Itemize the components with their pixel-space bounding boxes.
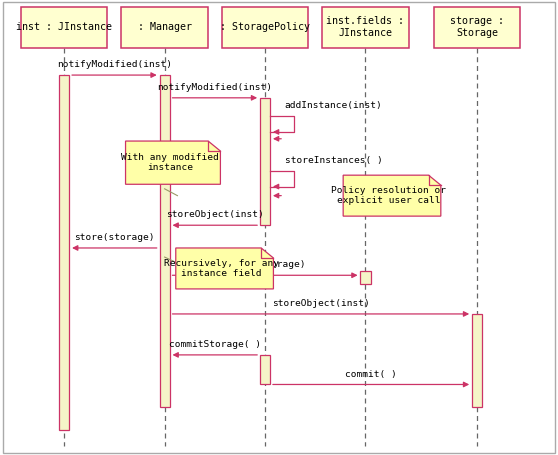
- Text: storeObject(inst): storeObject(inst): [166, 210, 264, 219]
- Bar: [160, 75, 170, 407]
- Text: storeObject(inst): storeObject(inst): [272, 299, 370, 308]
- Bar: [59, 75, 69, 430]
- Bar: [472, 314, 482, 407]
- Text: notifyModified(inst): notifyModified(inst): [157, 83, 272, 92]
- Bar: [222, 7, 308, 48]
- Text: store(storage): store(storage): [225, 260, 305, 269]
- Polygon shape: [126, 141, 220, 184]
- Bar: [434, 7, 521, 48]
- Text: With any modified
instance: With any modified instance: [121, 153, 219, 172]
- Bar: [121, 7, 208, 48]
- Text: storage :
Storage: storage : Storage: [450, 16, 504, 38]
- Text: storeInstances( ): storeInstances( ): [285, 156, 382, 165]
- Text: : StoragePolicy: : StoragePolicy: [220, 22, 310, 32]
- Text: Policy resolution or
explicit user call: Policy resolution or explicit user call: [331, 186, 446, 205]
- Text: inst : JInstance: inst : JInstance: [16, 22, 112, 32]
- Text: inst.fields :
JInstance: inst.fields : JInstance: [326, 16, 405, 38]
- Text: commit( ): commit( ): [345, 369, 397, 379]
- Bar: [21, 7, 107, 48]
- Text: : Manager: : Manager: [138, 22, 191, 32]
- Bar: [260, 98, 270, 225]
- Text: notifyModified(inst): notifyModified(inst): [57, 60, 172, 69]
- Text: commitStorage( ): commitStorage( ): [169, 340, 261, 349]
- Polygon shape: [176, 248, 273, 289]
- Text: store(storage): store(storage): [74, 233, 155, 242]
- Bar: [260, 355, 270, 384]
- Text: addInstance(inst): addInstance(inst): [285, 101, 382, 110]
- Polygon shape: [343, 175, 441, 216]
- Bar: [360, 271, 371, 284]
- Bar: [323, 7, 408, 48]
- Text: Recursively, for any
instance field: Recursively, for any instance field: [164, 259, 279, 278]
